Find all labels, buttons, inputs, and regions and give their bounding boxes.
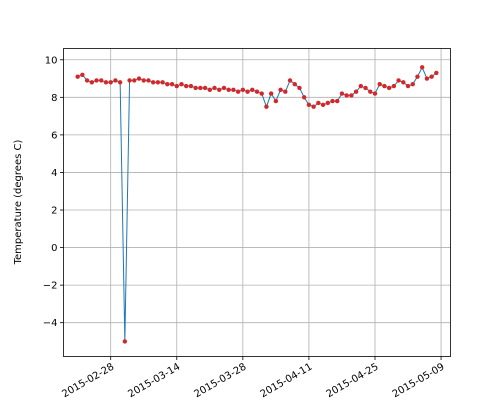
y-tick-label: 10 <box>45 55 58 66</box>
data-point <box>207 87 213 93</box>
y-tick-label: 6 <box>51 130 57 141</box>
data-point <box>165 81 170 87</box>
data-point <box>254 89 260 94</box>
data-point <box>306 102 312 108</box>
data-point <box>150 80 156 85</box>
data-point <box>344 93 349 98</box>
data-point <box>320 102 326 108</box>
data-point <box>188 83 194 89</box>
data-point <box>240 87 246 93</box>
y-tick-label: 2 <box>51 206 57 217</box>
data-point <box>89 80 95 85</box>
data-point <box>245 89 250 94</box>
grid <box>63 48 451 357</box>
data-point <box>434 70 439 76</box>
data-point <box>401 80 406 85</box>
y-tick-label: −2 <box>43 281 58 292</box>
data-point <box>127 78 132 83</box>
data-point <box>287 78 293 83</box>
data-point <box>391 83 397 89</box>
data-point <box>80 72 85 77</box>
data-point <box>226 87 231 93</box>
data-point <box>386 85 392 91</box>
data-point <box>174 83 179 89</box>
data-point <box>335 98 340 104</box>
data-point <box>325 100 330 106</box>
data-point <box>103 80 109 85</box>
x-tick-label: 2015-04-25 <box>325 362 381 400</box>
data-point <box>301 95 307 100</box>
data-point <box>349 93 354 98</box>
data-point <box>377 81 382 87</box>
y-tick-label: 4 <box>51 168 57 179</box>
data-point <box>155 80 161 85</box>
data-point <box>396 78 401 83</box>
axes: −4 −2 0 2 4 6 8 10 2015-02-28 2015-03-14 2015-03-2… <box>43 55 447 400</box>
data-point <box>169 81 175 87</box>
data-point <box>292 81 297 87</box>
data-point <box>94 78 99 83</box>
y-tick-label: −4 <box>43 318 58 329</box>
data-point <box>160 80 165 85</box>
data-point <box>424 76 430 81</box>
data-point <box>316 100 321 106</box>
data-point <box>268 91 274 96</box>
y-tick-label: 0 <box>51 243 57 254</box>
data-point <box>212 85 217 91</box>
y-tick-label: 8 <box>51 93 57 104</box>
data-point <box>113 78 118 83</box>
data-point <box>231 87 236 93</box>
data-point <box>311 104 316 109</box>
data-point <box>339 91 345 96</box>
data-point <box>198 85 203 91</box>
data-point <box>283 89 288 94</box>
data-point <box>235 89 241 94</box>
data-point <box>330 98 335 104</box>
data-point <box>141 78 146 83</box>
x-tick-label: 2015-03-14 <box>126 362 182 400</box>
data-point <box>84 78 90 83</box>
data-point <box>419 65 425 70</box>
x-tick-label: 2015-04-11 <box>259 362 315 400</box>
series-line <box>77 66 437 342</box>
x-tick-label: 2015-05-09 <box>391 362 447 400</box>
data-point <box>372 91 378 96</box>
data-point <box>353 89 359 94</box>
x-tick-label: 2015-03-28 <box>193 362 249 400</box>
data-point <box>132 78 137 83</box>
data-point <box>146 78 151 83</box>
data-point <box>259 91 264 96</box>
data-point <box>382 83 387 89</box>
data-point <box>75 74 80 79</box>
data-point <box>184 83 189 89</box>
series-layer <box>75 65 439 344</box>
data-point <box>122 339 128 344</box>
data-point <box>250 87 255 93</box>
data-point <box>429 74 434 79</box>
data-point <box>264 104 269 109</box>
data-point <box>108 80 113 85</box>
y-axis-label: Temperature (degrees C) <box>13 140 24 266</box>
data-point <box>368 89 373 94</box>
data-point <box>405 83 411 89</box>
data-point <box>358 83 364 89</box>
data-point <box>297 85 302 91</box>
data-point <box>136 76 142 81</box>
data-point <box>99 78 104 83</box>
x-tick-label: 2015-02-28 <box>60 362 116 400</box>
data-point <box>221 85 227 91</box>
data-point <box>415 74 420 79</box>
data-point <box>273 98 279 104</box>
data-point <box>410 81 415 87</box>
data-point <box>193 85 198 91</box>
data-point <box>217 87 222 93</box>
data-point <box>363 85 368 91</box>
data-point <box>278 87 283 93</box>
data-point <box>117 80 123 85</box>
plot-frame <box>63 48 451 357</box>
data-point <box>179 81 184 87</box>
data-point <box>202 85 208 91</box>
